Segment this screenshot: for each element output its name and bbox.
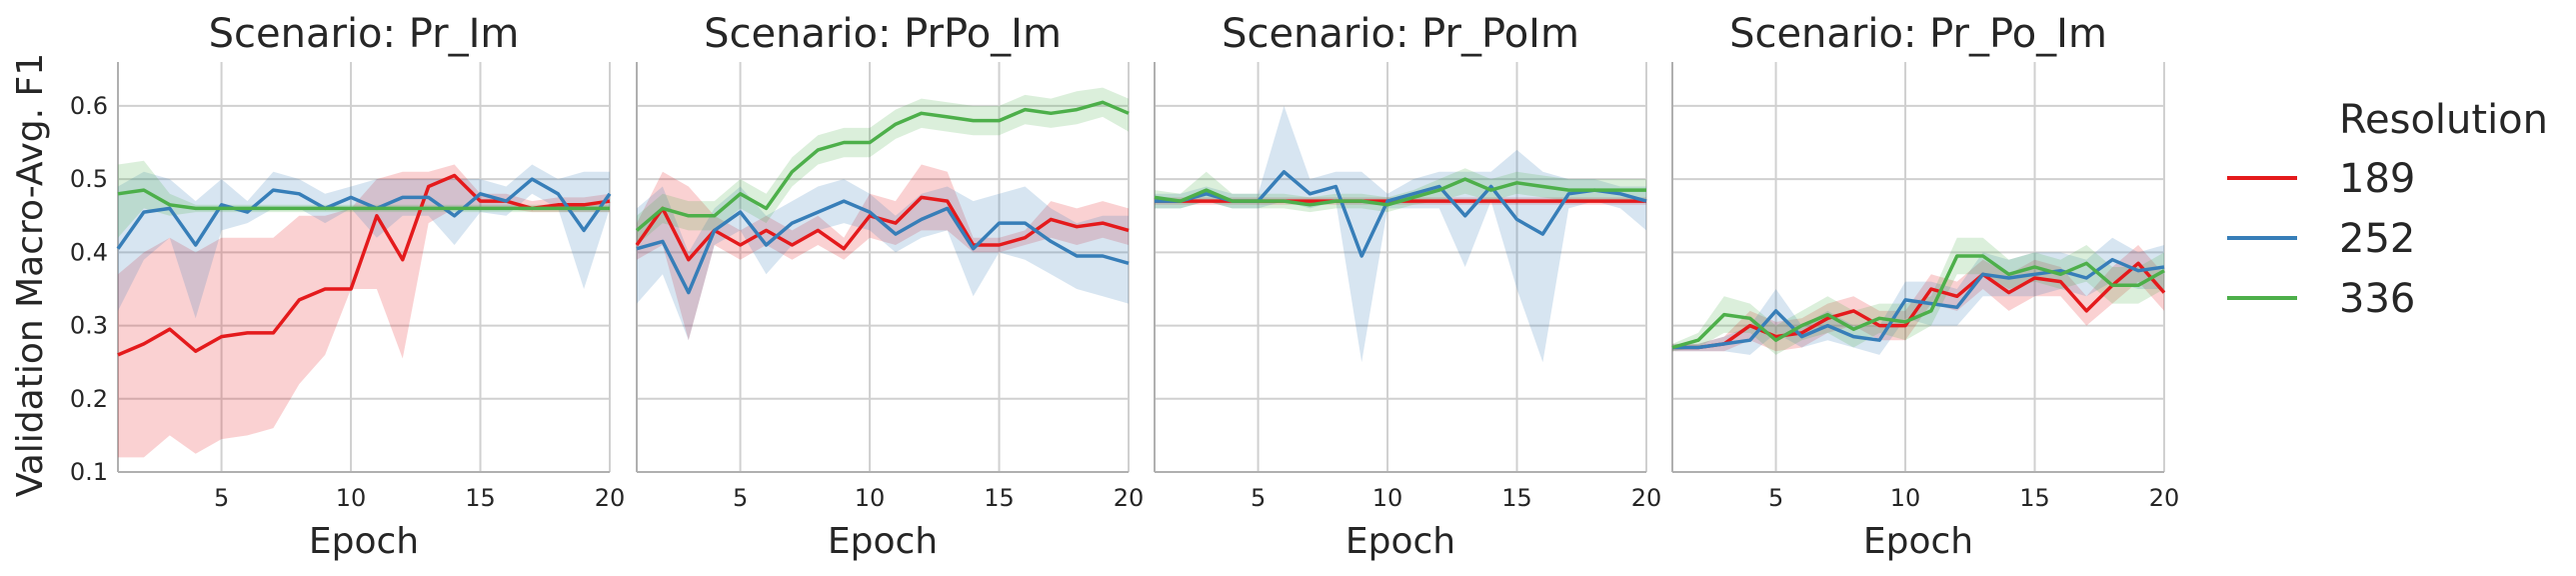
x-tick-label: 20 xyxy=(1631,484,1662,512)
y-tick-label: 0.5 xyxy=(70,165,108,193)
legend-label-189: 189 xyxy=(2339,156,2415,202)
legend-label-252: 252 xyxy=(2339,216,2415,262)
ci-band-189 xyxy=(118,164,610,458)
x-tick-label: 15 xyxy=(1501,484,1532,512)
panel-2: 5 10 15 20 Scenario: PrPo_Im Epoch xyxy=(635,11,1145,562)
x-tick-label: 20 xyxy=(595,484,626,512)
panel-title: Scenario: Pr_PoIm xyxy=(1222,11,1579,57)
x-tick-label: 5 xyxy=(1768,484,1783,512)
y-axis-label: Validation Macro-Avg. F1 xyxy=(10,53,51,497)
ci-band-252 xyxy=(637,179,1129,341)
y-tick-label: 0.2 xyxy=(70,385,108,413)
x-tick-label: 5 xyxy=(1251,484,1266,512)
series-line-252 xyxy=(1672,257,2165,350)
series-line-252 xyxy=(636,199,1130,295)
x-tick-label: 10 xyxy=(1372,484,1403,512)
x-tick-label: 10 xyxy=(855,484,886,512)
x-tick-label: 15 xyxy=(2019,484,2050,512)
ci-band-189 xyxy=(1672,245,2164,352)
panel-title: Scenario: Pr_Po_Im xyxy=(1729,11,2107,57)
x-tick-label: 10 xyxy=(336,484,367,512)
series-line-336 xyxy=(1154,177,1646,207)
legend: Resolution 189 252 336 xyxy=(2227,97,2548,322)
x-axis-label: Epoch xyxy=(1863,521,1973,562)
series-line-336 xyxy=(1671,254,2165,350)
x-tick-label: 20 xyxy=(2149,484,2180,512)
ci-band-189 xyxy=(637,164,1129,341)
panel-4: 5 10 15 20 Scenario: Pr_Po_Im Epoch xyxy=(1671,11,2180,562)
series-line-189 xyxy=(1672,261,2166,350)
ci-band-336 xyxy=(1672,237,2164,355)
x-tick-label: 10 xyxy=(1890,484,1921,512)
series-line-336 xyxy=(117,188,610,211)
panel-title: Scenario: Pr_Im xyxy=(209,11,520,57)
x-axis-label: Epoch xyxy=(828,521,938,562)
ci-band-252 xyxy=(118,164,610,319)
x-tick-label: 5 xyxy=(214,484,229,512)
y-tick-label: 0.1 xyxy=(70,458,108,486)
panel-3: 5 10 15 20 Scenario: Pr_PoIm Epoch xyxy=(1154,11,1662,562)
x-tick-label: 20 xyxy=(1114,484,1145,512)
x-axis-label: Epoch xyxy=(1345,521,1455,562)
y-tick-label: 0.6 xyxy=(70,92,108,120)
ci-band-252 xyxy=(1155,105,1646,363)
panel-1: 5 10 15 20 0.1 0.2 0.3 0.4 0.5 0.6 Scenario: Pr_Im… xyxy=(70,11,625,562)
ci-band-252 xyxy=(1672,237,2164,355)
legend-title: Resolution xyxy=(2339,97,2548,143)
legend-label-336: 336 xyxy=(2339,276,2415,322)
x-tick-label: 5 xyxy=(733,484,748,512)
panels: 5 10 15 20 0.1 0.2 0.3 0.4 0.5 0.6 Scenario: Pr_Im… xyxy=(70,11,2179,562)
x-axis-label: Epoch xyxy=(309,521,419,562)
x-tick-label: 15 xyxy=(984,484,1015,512)
y-tick-label: 0.4 xyxy=(70,238,108,266)
series-line-189 xyxy=(635,195,1130,262)
x-tick-label: 15 xyxy=(465,484,496,512)
panel-title: Scenario: PrPo_Im xyxy=(704,11,1062,57)
y-tick-label: 0.3 xyxy=(70,312,108,340)
series-line-336 xyxy=(635,100,1130,232)
series-line-252 xyxy=(116,177,612,250)
